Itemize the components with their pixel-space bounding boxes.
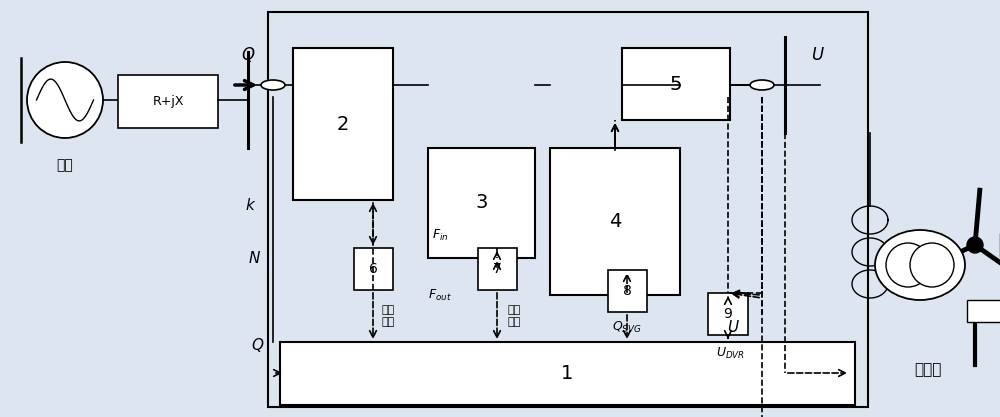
Bar [268, 12, 868, 407]
Text: $F_{in}$: $F_{in}$ [432, 227, 448, 243]
Bar [293, 48, 393, 200]
Text: $Q_{SVG}$: $Q_{SVG}$ [612, 319, 642, 334]
Text: 3: 3 [475, 193, 488, 213]
Circle shape [750, 80, 774, 90]
Text: $N$: $N$ [248, 250, 262, 266]
Text: 1: 1 [561, 364, 574, 383]
Text: 投切
指令: 投切 指令 [507, 305, 521, 327]
Text: 7: 7 [493, 262, 502, 276]
Bar [608, 270, 647, 312]
Text: $U_{DVR}$: $U_{DVR}$ [716, 345, 746, 361]
Bar [478, 248, 517, 290]
Bar [622, 48, 730, 120]
Ellipse shape [910, 243, 954, 287]
Circle shape [261, 80, 285, 90]
Text: 风电场: 风电场 [914, 362, 942, 377]
Bar [708, 293, 748, 335]
Ellipse shape [27, 62, 103, 138]
Ellipse shape [875, 230, 965, 300]
Bar [967, 300, 1000, 322]
Text: 调档
指令: 调档 指令 [381, 305, 395, 327]
Bar [550, 148, 680, 295]
Bar [428, 148, 535, 258]
Text: $Q$: $Q$ [251, 336, 265, 354]
Bar [280, 342, 855, 405]
Text: $U$: $U$ [727, 319, 739, 335]
Text: 电网: 电网 [57, 158, 73, 172]
Text: $Q$: $Q$ [241, 45, 255, 65]
Text: $U$: $U$ [811, 46, 825, 64]
Text: $F_{out}$: $F_{out}$ [428, 287, 452, 303]
Ellipse shape [967, 237, 983, 253]
Text: 5: 5 [670, 75, 682, 93]
Ellipse shape [886, 243, 930, 287]
Bar [354, 248, 393, 290]
Text: $k$: $k$ [245, 197, 257, 213]
Text: 8: 8 [623, 284, 632, 298]
Text: 2: 2 [337, 115, 349, 133]
Text: R+jX: R+jX [152, 95, 184, 108]
Bar [118, 75, 218, 128]
Text: 6: 6 [369, 262, 378, 276]
Text: 9: 9 [724, 307, 732, 321]
Text: 4: 4 [609, 212, 621, 231]
